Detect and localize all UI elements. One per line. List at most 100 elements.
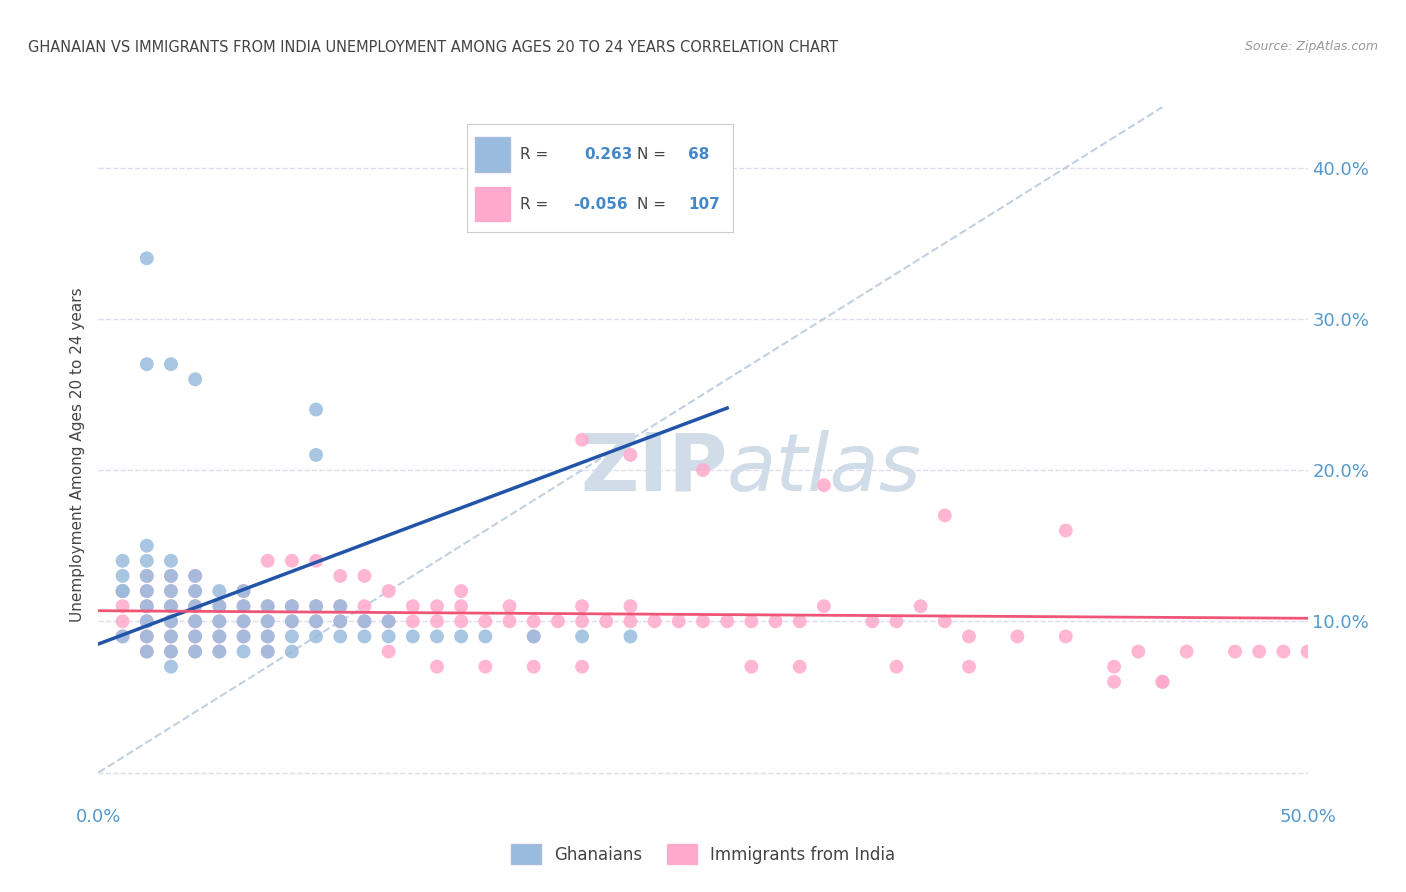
Point xyxy=(281,629,304,643)
Point xyxy=(450,629,472,643)
Point xyxy=(329,615,352,629)
Point xyxy=(111,615,134,629)
Point xyxy=(450,584,472,599)
Point xyxy=(184,644,207,658)
Point xyxy=(498,615,520,629)
Point xyxy=(111,629,134,643)
Y-axis label: Unemployment Among Ages 20 to 24 years: Unemployment Among Ages 20 to 24 years xyxy=(70,287,86,623)
Point xyxy=(160,599,183,614)
Point xyxy=(184,372,207,386)
Point xyxy=(329,599,352,614)
Point xyxy=(135,357,157,371)
Point xyxy=(160,659,183,673)
Point xyxy=(957,629,980,643)
Point xyxy=(160,569,183,583)
Point xyxy=(232,629,254,643)
Point xyxy=(232,599,254,614)
Point xyxy=(740,615,762,629)
Point xyxy=(160,584,183,599)
Point xyxy=(402,629,425,643)
Point xyxy=(377,615,399,629)
Point xyxy=(668,615,690,629)
Point xyxy=(1152,674,1174,689)
Point xyxy=(256,629,278,643)
Point xyxy=(353,629,375,643)
Point xyxy=(329,599,352,614)
Point xyxy=(135,599,157,614)
Point xyxy=(160,615,183,629)
Point xyxy=(523,659,546,673)
Point xyxy=(1223,644,1246,658)
Point xyxy=(886,615,908,629)
Point xyxy=(256,599,278,614)
Point xyxy=(644,615,666,629)
Point xyxy=(305,402,328,417)
Point xyxy=(160,599,183,614)
Point xyxy=(135,554,157,568)
Point xyxy=(860,615,883,629)
Point xyxy=(208,629,231,643)
Point xyxy=(353,599,375,614)
Point xyxy=(281,554,304,568)
Point xyxy=(232,615,254,629)
Point xyxy=(474,659,496,673)
Point xyxy=(160,644,183,658)
Point xyxy=(135,644,157,658)
Point xyxy=(450,599,472,614)
Point xyxy=(256,599,278,614)
Point xyxy=(135,569,157,583)
Point xyxy=(523,615,546,629)
Point xyxy=(160,554,183,568)
Point xyxy=(111,599,134,614)
Point xyxy=(305,448,328,462)
Point xyxy=(160,644,183,658)
Point xyxy=(571,659,593,673)
Point xyxy=(184,629,207,643)
Point xyxy=(353,615,375,629)
Point xyxy=(135,584,157,599)
Point xyxy=(208,615,231,629)
Point xyxy=(160,629,183,643)
Point xyxy=(957,659,980,673)
Point xyxy=(305,599,328,614)
Point xyxy=(232,584,254,599)
Point xyxy=(281,599,304,614)
Point xyxy=(232,584,254,599)
Point xyxy=(474,629,496,643)
Point xyxy=(450,615,472,629)
Point xyxy=(111,554,134,568)
Point xyxy=(160,584,183,599)
Point xyxy=(934,615,956,629)
Point xyxy=(111,584,134,599)
Point xyxy=(208,584,231,599)
Point xyxy=(160,569,183,583)
Point xyxy=(184,615,207,629)
Point xyxy=(208,629,231,643)
Point xyxy=(305,599,328,614)
Point xyxy=(1128,644,1150,658)
Point xyxy=(208,599,231,614)
Point xyxy=(184,569,207,583)
Point xyxy=(377,629,399,643)
Point xyxy=(135,615,157,629)
Point xyxy=(1249,644,1271,658)
Point xyxy=(1175,644,1198,658)
Point xyxy=(426,659,449,673)
Point xyxy=(571,433,593,447)
Point xyxy=(402,615,425,629)
Point xyxy=(523,629,546,643)
Point xyxy=(305,615,328,629)
Point xyxy=(111,584,134,599)
Point xyxy=(789,615,811,629)
Point xyxy=(1152,674,1174,689)
Point xyxy=(256,615,278,629)
Point xyxy=(329,569,352,583)
Point xyxy=(353,615,375,629)
Point xyxy=(184,629,207,643)
Point xyxy=(377,644,399,658)
Point xyxy=(813,478,835,492)
Point xyxy=(1102,659,1125,673)
Point xyxy=(184,584,207,599)
Point xyxy=(232,644,254,658)
Point xyxy=(135,599,157,614)
